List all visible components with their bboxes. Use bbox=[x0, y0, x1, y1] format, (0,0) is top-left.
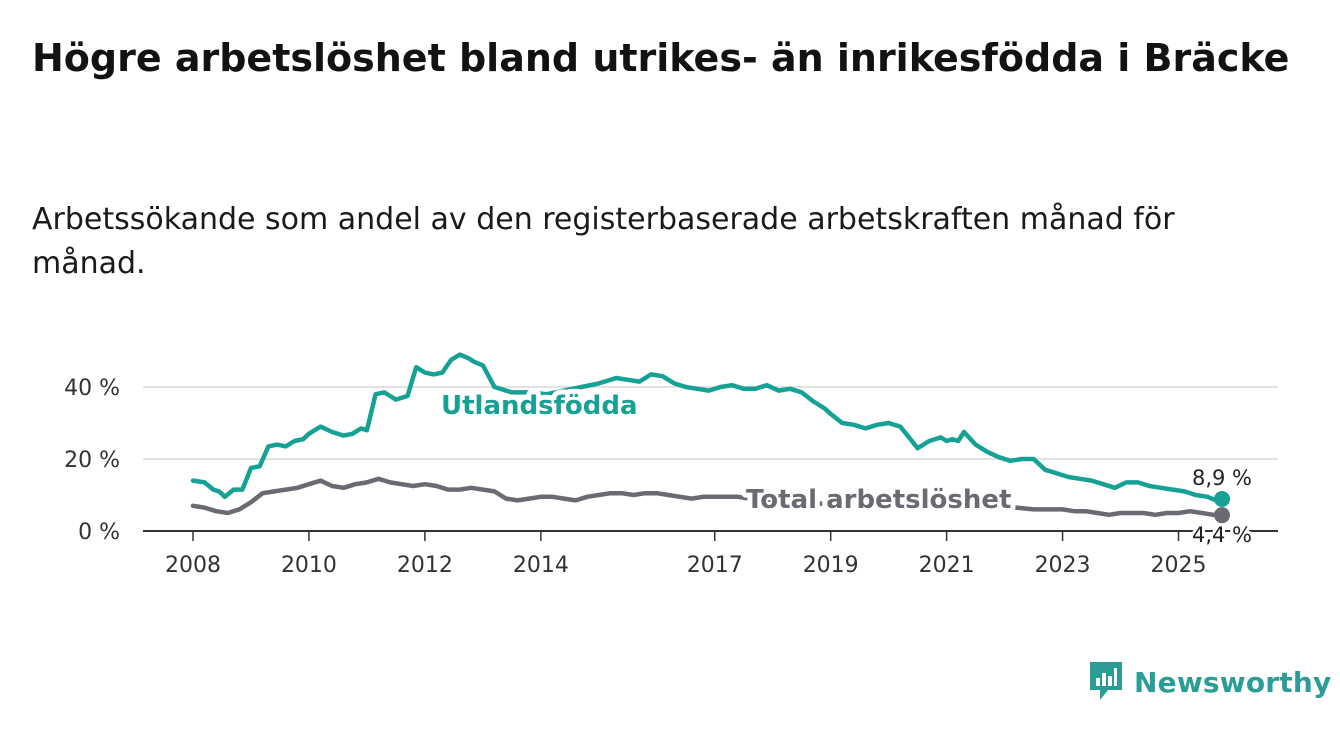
chart-title: Högre arbetslöshet bland utrikes- än inr… bbox=[32, 36, 1290, 80]
series-lines bbox=[190, 352, 1225, 518]
brand-name: Newsworthy bbox=[1134, 665, 1332, 699]
series-label-utlandsfodda-text: Utlandsfödda bbox=[441, 391, 638, 421]
x-tick-label: 2017 bbox=[687, 553, 743, 578]
end-label-utlandsfodda: 8,9 % bbox=[1192, 466, 1252, 490]
x-tick-label: 2012 bbox=[397, 553, 453, 578]
x-tick-label: 2008 bbox=[165, 553, 221, 578]
chart-subtitle: Arbetssökande som andel av den registerb… bbox=[32, 202, 1175, 281]
x-tick-label: 2021 bbox=[919, 553, 975, 578]
series-label-total-text: Total arbetslöshet bbox=[746, 485, 1011, 515]
series-label-utlandsfodda-halo: Utlandsfödda bbox=[441, 391, 638, 421]
series-label-total-halo: Total arbetslöshet bbox=[746, 485, 1011, 515]
x-tick-label: 2023 bbox=[1035, 553, 1091, 578]
y-tick-label: 20 % bbox=[64, 448, 120, 473]
x-tick-label: 2019 bbox=[803, 553, 859, 578]
y-tick-label: 0 % bbox=[78, 520, 120, 545]
gridlines bbox=[143, 386, 1278, 532]
x-tick-label: 2025 bbox=[1151, 553, 1207, 578]
newsworthy-logo-icon bbox=[1090, 662, 1122, 700]
y-tick-label: 40 % bbox=[64, 376, 120, 401]
x-tick-label: 2014 bbox=[513, 553, 569, 578]
series-line-total bbox=[190, 476, 1225, 518]
endpoint-utlandsfodda bbox=[1214, 490, 1230, 507]
end-label-halo: 4,4 % bbox=[1192, 523, 1252, 547]
series-line-utlandsfodda bbox=[190, 352, 1225, 503]
y-axis-ticks: 0 % 20 % 40 % bbox=[64, 376, 120, 545]
endpoint-total bbox=[1214, 507, 1230, 524]
line-chart: 0 % 20 % 40 % 2008 2010 2012 2014 2017 2019 2021… bbox=[64, 352, 1278, 578]
end-label-total: 4,4 % bbox=[1192, 523, 1252, 547]
x-axis-ticks: 2008 2010 2012 2014 2017 2019 2021 2023 2025 bbox=[165, 531, 1207, 578]
end-label-halo: 8,9 % bbox=[1192, 466, 1252, 490]
newsworthy-logo: Newsworthy bbox=[1088, 660, 1331, 704]
x-tick-label: 2010 bbox=[281, 553, 337, 578]
